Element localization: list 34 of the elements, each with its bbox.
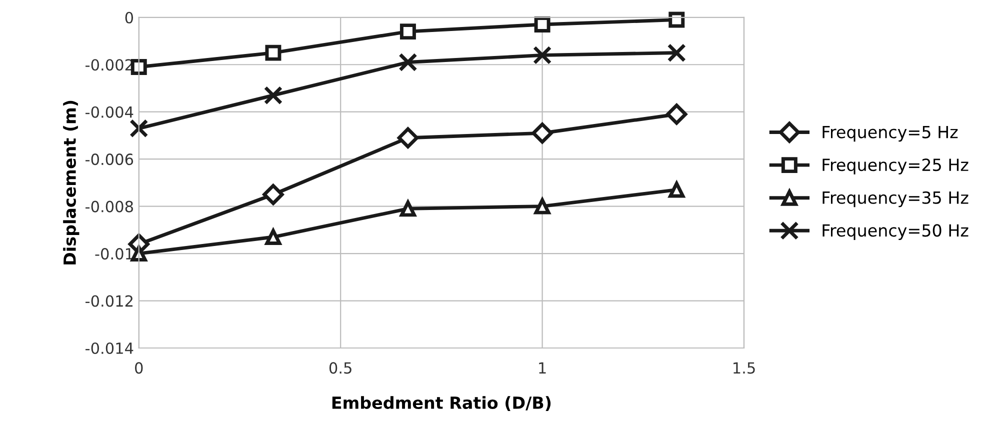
y-axis-title: Displacement (m) (63, 100, 80, 264)
point (532, 122, 553, 144)
y-tick-label: -0.006 (86, 154, 134, 166)
legend-label: Frequency=35 Hz (822, 191, 968, 208)
point (668, 12, 685, 28)
y-tick-label: -0.01 (95, 248, 133, 260)
point (265, 44, 282, 61)
y-tick-label: -0.004 (86, 106, 134, 118)
y-tick-label: 0 (125, 12, 134, 24)
point (666, 104, 688, 125)
x-axis-title: Embedment Ratio (D/B) (332, 396, 551, 411)
legend-label: Frequency=50 Hz (822, 224, 968, 240)
x-tick-label: 0.5 (329, 362, 352, 374)
point (398, 52, 418, 72)
point (130, 59, 147, 75)
legend-label: Frequency=5 Hz (822, 126, 958, 142)
y-tick-label: -0.012 (86, 295, 132, 307)
point (668, 182, 685, 198)
point (262, 184, 284, 206)
point (400, 24, 416, 40)
x-tick-label: 1 (539, 362, 546, 374)
point (532, 46, 552, 65)
point (400, 200, 416, 217)
point (397, 127, 419, 148)
legend-label: Frequency=25 Hz (822, 158, 968, 174)
y-tick-label: -0.014 (86, 342, 134, 354)
y-tick-label: -0.008 (86, 200, 133, 212)
x-tick-label: 1.5 (734, 362, 755, 374)
x-tick-label: 0 (135, 362, 143, 374)
point (264, 86, 283, 105)
point (534, 16, 550, 32)
point (534, 198, 550, 214)
point (667, 43, 686, 62)
point (130, 119, 148, 138)
